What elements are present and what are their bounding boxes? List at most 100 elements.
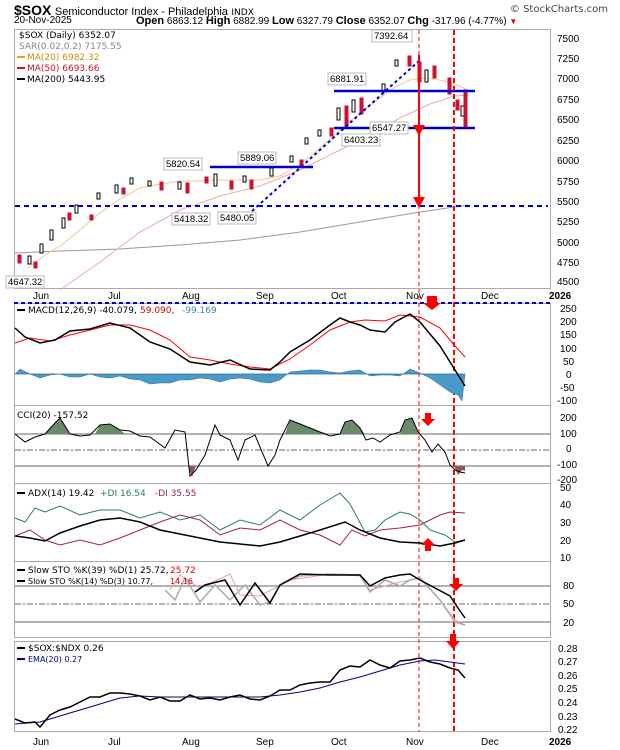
date: 20-Nov-2025 xyxy=(14,15,72,26)
svg-text:7500: 7500 xyxy=(557,34,580,45)
svg-text:6881.91: 6881.91 xyxy=(330,74,364,85)
svg-text:4500: 4500 xyxy=(557,277,580,288)
macd-panel xyxy=(14,303,551,406)
svg-text:Dec: Dec xyxy=(481,291,499,302)
svg-text:MA(50) 6693.66: MA(50) 6693.66 xyxy=(27,64,100,74)
svg-text:0: 0 xyxy=(566,444,572,455)
svg-text:50: 50 xyxy=(563,357,575,368)
svg-text:-50: -50 xyxy=(560,383,575,394)
arrow-up-icon xyxy=(421,538,435,551)
svg-text:Oct: Oct xyxy=(331,737,347,748)
ohlc-bar: 20-Nov-2025 Open 6863.12 High 6882.99 Lo… xyxy=(14,15,614,28)
macd-legend: MACD(12,26,9) -40.079, 59.090, -99.169 xyxy=(17,306,217,316)
rising-trendline xyxy=(251,59,421,212)
svg-text:0.22: 0.22 xyxy=(558,725,578,736)
svg-text:0.24: 0.24 xyxy=(558,698,578,709)
adx-legend: ADX(14) 19.42 +DI 16.54 -DI 35.55 xyxy=(17,489,196,499)
arrow-down-icon xyxy=(413,197,425,208)
ratio-legend: $SOX:$NDX 0.26 EMA(20) 0.27 xyxy=(17,644,104,664)
svg-text:Oct: Oct xyxy=(331,291,347,302)
svg-text:Aug: Aug xyxy=(182,291,200,302)
svg-text:7250: 7250 xyxy=(557,54,580,65)
svg-text:20: 20 xyxy=(563,618,575,629)
arrow-down-icon xyxy=(449,578,463,591)
svg-text:-200: -200 xyxy=(557,475,577,486)
svg-text:Jun: Jun xyxy=(33,291,49,302)
svg-text:5500: 5500 xyxy=(557,197,580,208)
svg-text:6000: 6000 xyxy=(557,156,580,167)
svg-text:4647.32: 4647.32 xyxy=(8,277,42,288)
svg-text:Nov: Nov xyxy=(406,737,424,748)
svg-text:100: 100 xyxy=(560,344,577,355)
svg-text:Jun: Jun xyxy=(33,737,49,748)
svg-text:5820.54: 5820.54 xyxy=(166,159,200,170)
svg-text:20: 20 xyxy=(560,536,572,547)
price-panel xyxy=(14,29,551,289)
svg-text:25.72: 25.72 xyxy=(170,566,196,576)
index-name: Semiconductor Index - Philadelphia xyxy=(54,6,228,18)
arrow-down-icon xyxy=(423,296,441,310)
svg-text:5889.06: 5889.06 xyxy=(240,153,274,164)
cci-y-axis: 200 100 0 -100 -200 xyxy=(557,413,577,486)
svg-text:7000: 7000 xyxy=(557,74,580,85)
arrow-down-icon xyxy=(413,125,425,136)
ratio-y-axis: 0.28 0.27 0.26 0.25 0.24 0.23 0.22 xyxy=(558,644,578,736)
svg-text:14.16: 14.16 xyxy=(170,577,193,586)
svg-text:-100: -100 xyxy=(557,396,577,407)
svg-text:0.27: 0.27 xyxy=(558,657,578,668)
svg-text:7392.64: 7392.64 xyxy=(374,31,408,42)
x-axis-top: Jun Jul Aug Sep Oct Nov Dec 2026 xyxy=(33,291,572,302)
svg-text:6547.27: 6547.27 xyxy=(372,123,406,134)
svg-text:80: 80 xyxy=(563,581,575,592)
symbol: $SOX xyxy=(14,2,52,18)
svg-text:Aug: Aug xyxy=(182,737,200,748)
svg-text:MA(200) 5443.95: MA(200) 5443.95 xyxy=(27,75,105,85)
svg-text:150: 150 xyxy=(560,330,577,341)
sto-panel xyxy=(14,561,551,638)
svg-text:ADX(14) 19.42: ADX(14) 19.42 xyxy=(28,489,94,499)
svg-text:0: 0 xyxy=(566,370,572,381)
svg-text:-100: -100 xyxy=(557,460,577,471)
svg-text:2026: 2026 xyxy=(549,291,572,302)
svg-text:40: 40 xyxy=(560,500,572,511)
svg-text:6403.23: 6403.23 xyxy=(344,135,378,146)
ohlc-values: Open 6863.12 High 6882.99 Low 6327.79 Cl… xyxy=(136,15,518,27)
svg-text:100: 100 xyxy=(560,429,577,440)
svg-text:MA(20) 6982.32: MA(20) 6982.32 xyxy=(27,53,99,63)
cci-legend: CCI(20) -157.52 xyxy=(17,411,88,421)
svg-text:50: 50 xyxy=(563,599,575,610)
svg-text:30: 30 xyxy=(560,518,572,529)
svg-text:SAR(0.02,0.2) 7175.55: SAR(0.02,0.2) 7175.55 xyxy=(19,42,122,52)
svg-text:50: 50 xyxy=(560,483,572,494)
brand-watermark: © StockCharts.com xyxy=(509,4,608,15)
svg-text:5418.32: 5418.32 xyxy=(174,214,208,225)
svg-text:Jul: Jul xyxy=(108,737,121,748)
svg-text:-99.169: -99.169 xyxy=(182,306,217,316)
svg-text:5000: 5000 xyxy=(557,238,580,249)
svg-text:2026: 2026 xyxy=(549,737,572,748)
x-axis-bottom: Jun Jul Aug Sep Oct Nov Dec 2026 xyxy=(33,737,572,748)
svg-text:Dec: Dec xyxy=(481,737,499,748)
chart-title: $SOX Semiconductor Index - Philadelphia … xyxy=(14,2,614,18)
svg-text:$SOX:$NDX 0.26: $SOX:$NDX 0.26 xyxy=(28,644,104,654)
ratio-panel xyxy=(14,641,551,732)
svg-text:MACD(12,26,9) -40.079,: MACD(12,26,9) -40.079, xyxy=(28,306,137,316)
svg-text:200: 200 xyxy=(560,413,577,424)
svg-text:250: 250 xyxy=(560,304,577,315)
svg-text:10: 10 xyxy=(560,553,572,564)
macd-y-axis: 250 200 150 100 50 0 -50 -100 xyxy=(557,304,577,407)
adx-panel xyxy=(14,483,551,562)
svg-text:EMA(20) 0.27: EMA(20) 0.27 xyxy=(28,655,82,664)
cci-panel xyxy=(14,405,551,484)
svg-text:-DI 35.55: -DI 35.55 xyxy=(155,489,196,499)
arrow-down-icon xyxy=(421,413,435,426)
svg-text:5750: 5750 xyxy=(557,177,580,188)
svg-text:+DI 16.54: +DI 16.54 xyxy=(100,489,146,499)
svg-text:5250: 5250 xyxy=(557,217,580,228)
svg-text:Jul: Jul xyxy=(108,291,121,302)
svg-text:Sep: Sep xyxy=(256,291,274,302)
sto-legend: Slow STO %K(39) %D(1) 25.72, 25.72 Slow … xyxy=(17,566,196,586)
down-triangle-icon: ▼ xyxy=(509,17,518,26)
svg-text:Slow STO %K(39) %D(1) 25.72,: Slow STO %K(39) %D(1) 25.72, xyxy=(28,566,169,576)
